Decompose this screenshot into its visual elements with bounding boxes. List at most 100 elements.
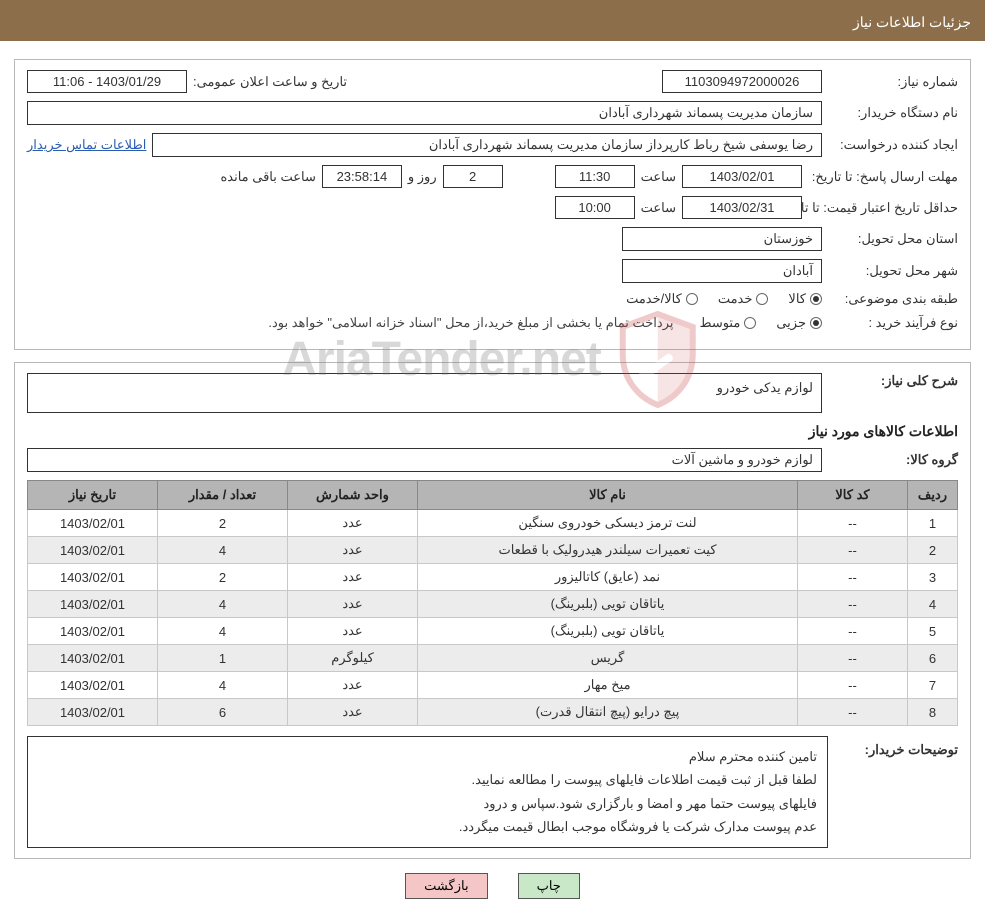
cell-date: 1403/02/01 [28,537,158,564]
th-code: کد کالا [798,481,908,510]
cell-date: 1403/02/01 [28,591,158,618]
remain-days: 2 [443,165,503,188]
buyer-desc-box: تامین کننده محترم سلام لطفا قبل از ثبت ق… [27,736,828,848]
time-label-2: ساعت [641,200,676,216]
radio-goods-service-label: کالا/خدمت [626,291,682,307]
radio-goods-service[interactable]: کالا/خدمت [626,291,698,307]
remain-time: 23:58:14 [322,165,402,188]
cell-idx: 3 [908,564,958,591]
remain-suffix: ساعت باقی مانده [220,169,315,185]
table-row: 8--پیچ درایو (پیچ انتقال قدرت)عدد61403/0… [28,699,958,726]
table-row: 5--یاتاقان تویی (بلبرینگ)عدد41403/02/01 [28,618,958,645]
th-idx: ردیف [908,481,958,510]
buyer-desc-line: تامین کننده محترم سلام [38,745,817,768]
table-row: 2--کیت تعمیرات سیلندر هیدرولیک با قطعاتع… [28,537,958,564]
cell-qty: 4 [158,618,288,645]
cell-unit: عدد [288,618,418,645]
table-header-row: ردیف کد کالا نام کالا واحد شمارش تعداد /… [28,481,958,510]
radio-circle-icon [744,317,756,329]
goods-section-title: اطلاعات کالاهای مورد نیاز [27,423,958,440]
price-validity-time: 10:00 [555,196,635,219]
announce-value: 1403/01/29 - 11:06 [27,70,187,93]
reply-deadline-time: 11:30 [555,165,635,188]
cell-idx: 6 [908,645,958,672]
radio-circle-icon [810,293,822,305]
cell-code: -- [798,591,908,618]
cell-name: نمد (عایق) کاتالیزور [418,564,798,591]
radio-medium[interactable]: متوسط [699,315,756,331]
requester-label: ایجاد کننده درخواست: [828,137,958,153]
buyer-desc-line: لطفا قبل از ثبت قیمت اطلاعات فایلهای پیو… [38,768,817,791]
buyer-org-label: نام دستگاه خریدار: [828,105,958,121]
cell-code: -- [798,564,908,591]
radio-minor-label: جزیی [776,315,806,331]
buyer-desc-line: فایلهای پیوست حتما مهر و امضا و بارگزاری… [38,792,817,815]
items-table-wrap: ردیف کد کالا نام کالا واحد شمارش تعداد /… [27,480,958,726]
cell-idx: 4 [908,591,958,618]
category-label: طبقه بندی موضوعی: [828,291,958,307]
cell-date: 1403/02/01 [28,510,158,537]
button-row: چاپ بازگشت [0,873,985,899]
table-row: 3--نمد (عایق) کاتالیزورعدد21403/02/01 [28,564,958,591]
days-and-label: روز و [408,169,437,185]
cell-name: گریس [418,645,798,672]
radio-goods-label: کالا [788,291,806,307]
radio-circle-icon [810,317,822,329]
items-table: ردیف کد کالا نام کالا واحد شمارش تعداد /… [27,480,958,726]
cell-idx: 7 [908,672,958,699]
cell-code: -- [798,699,908,726]
radio-minor[interactable]: جزیی [776,315,822,331]
th-date: تاریخ نیاز [28,481,158,510]
cell-date: 1403/02/01 [28,699,158,726]
cell-qty: 4 [158,591,288,618]
delivery-province-label: استان محل تحویل: [828,231,958,247]
cell-unit: عدد [288,591,418,618]
cell-qty: 4 [158,672,288,699]
table-row: 1--لنت ترمز دیسکی خودروی سنگینعدد21403/0… [28,510,958,537]
overall-need-text: لوازم یدکی خودرو [27,373,822,413]
cell-date: 1403/02/01 [28,564,158,591]
cell-qty: 1 [158,645,288,672]
cell-idx: 2 [908,537,958,564]
cell-unit: عدد [288,537,418,564]
reply-deadline-date: 1403/02/01 [682,165,802,188]
requester-value: رضا یوسفی شیخ رباط کارپرداز سازمان مدیری… [152,133,822,157]
th-qty: تعداد / مقدار [158,481,288,510]
need-number-label: شماره نیاز: [828,74,958,90]
cell-idx: 5 [908,618,958,645]
back-button[interactable]: بازگشت [405,873,487,899]
cell-unit: کیلوگرم [288,645,418,672]
cell-code: -- [798,537,908,564]
price-validity-date: 1403/02/31 [682,196,802,219]
buyer-org-value: سازمان مدیریت پسماند شهرداری آبادان [27,101,822,125]
cell-name: یاتاقان تویی (بلبرینگ) [418,618,798,645]
reply-deadline-label: مهلت ارسال پاسخ: تا تاریخ: [808,169,958,185]
radio-medium-label: متوسط [699,315,740,331]
info-panel: شماره نیاز: 1103094972000026 تاریخ و ساع… [14,59,971,350]
goods-group-label: گروه کالا: [828,452,958,468]
th-unit: واحد شمارش [288,481,418,510]
radio-goods[interactable]: کالا [788,291,822,307]
cell-unit: عدد [288,672,418,699]
cell-idx: 1 [908,510,958,537]
time-label-1: ساعت [641,169,676,185]
purchase-note: پرداخت تمام یا بخشی از مبلغ خرید،از محل … [268,315,673,331]
radio-service[interactable]: خدمت [718,291,769,307]
th-name: نام کالا [418,481,798,510]
cell-name: لنت ترمز دیسکی خودروی سنگین [418,510,798,537]
cell-name: پیچ درایو (پیچ انتقال قدرت) [418,699,798,726]
cell-code: -- [798,510,908,537]
delivery-city-label: شهر محل تحویل: [828,263,958,279]
cell-unit: عدد [288,510,418,537]
page-title: جزئیات اطلاعات نیاز [853,14,971,30]
cell-qty: 2 [158,510,288,537]
delivery-province-value: خوزستان [622,227,822,251]
table-row: 6--گریسکیلوگرم11403/02/01 [28,645,958,672]
contact-link[interactable]: اطلاعات تماس خریدار [27,137,146,153]
cell-name: میخ مهار [418,672,798,699]
cell-qty: 2 [158,564,288,591]
buyer-desc-line: عدم پیوست مدارک شرکت یا فروشگاه موجب ابط… [38,815,817,838]
cell-date: 1403/02/01 [28,645,158,672]
radio-service-label: خدمت [718,291,753,307]
print-button[interactable]: چاپ [518,873,580,899]
